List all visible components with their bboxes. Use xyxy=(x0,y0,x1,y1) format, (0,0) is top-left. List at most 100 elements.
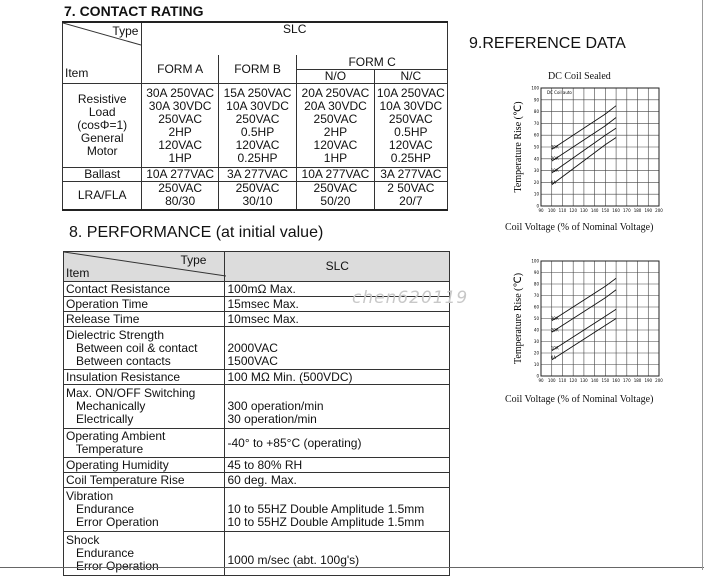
series-line xyxy=(551,308,617,352)
rating-cell: 20A 250VAC 20A 30VDC 250VAC 2HP 120VAC 1… xyxy=(296,83,375,168)
y-tick-label: 60 xyxy=(534,305,540,310)
rating-cell: 10A 277VAC xyxy=(296,167,375,182)
perf-item: Operation Time xyxy=(62,296,226,312)
rating-cell: 3A 277VAC xyxy=(373,167,449,182)
plot-frame xyxy=(540,87,660,207)
bottom-rule xyxy=(0,567,704,568)
x-tick-label: 190 xyxy=(644,378,652,383)
form-c-label: FORM C xyxy=(297,55,447,70)
rating-cell: 10A 277VAC xyxy=(141,167,219,182)
rating-item: Resistive Load (cosΦ=1) General Motor xyxy=(61,83,143,168)
contact-rating-table: Type Item SLC FORM A FORM B FORM C N/O N… xyxy=(61,21,449,211)
y-tick-label: 80 xyxy=(534,282,540,287)
series-line xyxy=(551,105,617,150)
y-tick-label: 90 xyxy=(534,270,540,275)
x-tick-label: 100 xyxy=(548,208,556,213)
perf-item: Contact Resistance xyxy=(62,281,226,297)
series-line xyxy=(551,277,617,322)
watermark: chen620119 xyxy=(352,288,469,308)
contact-rating-title: 7. CONTACT RATING xyxy=(64,3,204,19)
rating-cell: 15A 250VAC 10A 30VDC 250VAC 0.5HP 120VAC… xyxy=(217,83,298,168)
form-c-header: FORM C N/O N/C xyxy=(296,55,448,84)
rating-row-ballast: Ballast 10A 277VAC 3A 277VAC 10A 277VAC … xyxy=(61,167,449,182)
x-tick-label: 120 xyxy=(569,208,577,213)
x-tick-label: 200 xyxy=(655,208,663,213)
perf-value: 1000 m/sec (abt. 100g's) xyxy=(224,531,450,576)
series-line xyxy=(551,137,617,186)
y-tick-label: 30 xyxy=(534,168,540,173)
y-tick-label: 10 xyxy=(534,192,540,197)
perf-value: 10msec Max. xyxy=(224,311,450,327)
y-tick-label: 50 xyxy=(534,316,540,321)
y-tick-label: 100 xyxy=(531,86,539,91)
perf-item: Dielectric Strength Between coil & conta… xyxy=(62,326,226,370)
perf-item: Shock Endurance Error Operation xyxy=(62,531,226,576)
y-tick-label: 20 xyxy=(534,351,540,356)
rating-item: LRA/FLA xyxy=(61,181,143,210)
performance-table: Type Item SLC Contact Resistance 100mΩ Ma… xyxy=(62,251,450,576)
perf-item: Operating Ambient Temperature xyxy=(62,428,226,458)
perf-value: 100 MΩ Min. (500VDC) xyxy=(224,369,450,385)
perf-value: 45 to 80% RH xyxy=(224,457,450,473)
series-label: 0A xyxy=(551,180,557,185)
performance-title: 8. PERFORMANCE (at initial value) xyxy=(69,224,324,241)
x-tick-label: 190 xyxy=(644,208,652,213)
y-tick-label: 40 xyxy=(534,328,540,333)
x-tick-label: 140 xyxy=(591,208,599,213)
x-tick-label: 160 xyxy=(612,378,620,383)
item-label: Item xyxy=(65,66,89,80)
slc-header: SLC xyxy=(224,251,450,282)
series-line xyxy=(551,318,617,361)
perf-value: -40° to +85°C (operating) xyxy=(224,428,450,458)
x-tick-label: 160 xyxy=(612,208,620,213)
rating-row-resistive: Resistive Load (cosΦ=1) General Motor 30… xyxy=(61,83,449,168)
perf-item: Vibration Endurance Error Operation xyxy=(62,487,226,532)
slc-header: SLC xyxy=(141,21,448,55)
series-label: 30A xyxy=(551,316,559,321)
perf-item: Release Time xyxy=(62,311,226,327)
nc-label: N/C xyxy=(400,69,422,83)
y-tick-label: 0 xyxy=(536,374,539,379)
x-tick-label: 110 xyxy=(559,378,567,383)
chart-1-title: DC Coil Sealed xyxy=(548,71,611,82)
y-tick-label: 30 xyxy=(534,339,540,344)
y-axis-label: Temperature Rise (℃) xyxy=(513,101,524,192)
perf-type-item-header: Type Item xyxy=(62,251,226,282)
plot-frame xyxy=(540,260,660,377)
series-label: 20A xyxy=(551,327,559,332)
form-a-header: FORM A xyxy=(141,55,219,84)
rating-row-lra: LRA/FLA 250VAC 80/30 250VAC 30/10 250VAC… xyxy=(61,181,449,210)
x-tick-label: 100 xyxy=(548,378,556,383)
perf-value: 10 to 55HZ Double Amplitude 1.5mm 10 to … xyxy=(224,487,450,532)
series-label: 10A xyxy=(551,346,559,351)
rating-cell: 10A 250VAC 10A 30VDC 250VAC 0.5HP 120VAC… xyxy=(373,83,449,168)
perf-value: 300 operation/min 30 operation/min xyxy=(224,384,450,429)
x-tick-label: 150 xyxy=(602,378,610,383)
series-label: 20A xyxy=(551,156,559,161)
perf-item: Max. ON/OFF Switching Mechanically Elect… xyxy=(62,384,226,429)
perf-item: Coil Temperature Rise xyxy=(62,472,226,488)
x-tick-label: 170 xyxy=(623,378,631,383)
series-label: 10A xyxy=(551,168,559,173)
y-tick-label: 60 xyxy=(534,133,540,138)
type-label: Type xyxy=(180,253,207,267)
type-label: Type xyxy=(112,24,139,38)
rating-cell: 30A 250VAC 30A 30VDC 250VAC 2HP 120VAC 1… xyxy=(141,83,219,168)
x-tick-label: 150 xyxy=(602,208,610,213)
y-tick-label: 70 xyxy=(534,121,540,126)
rating-cell: 3A 277VAC xyxy=(217,167,298,182)
perf-item: Operating Humidity xyxy=(62,457,226,473)
x-tick-label: 120 xyxy=(569,378,577,383)
perf-value: 60 deg. Max. xyxy=(224,472,450,488)
x-tick-label: 130 xyxy=(580,378,588,383)
no-label: N/O xyxy=(297,70,375,83)
x-tick-label: 130 xyxy=(580,208,588,213)
perf-value: 2000VAC 1500VAC xyxy=(224,326,450,370)
y-tick-label: 0 xyxy=(536,204,539,209)
x-tick-label: 140 xyxy=(591,378,599,383)
perf-item: Insulation Resistance xyxy=(62,369,226,385)
series-label: 0A xyxy=(551,355,557,360)
series-line xyxy=(551,127,617,174)
rating-cell: 250VAC 50/20 xyxy=(296,181,375,210)
x-tick-label: 170 xyxy=(623,208,631,213)
